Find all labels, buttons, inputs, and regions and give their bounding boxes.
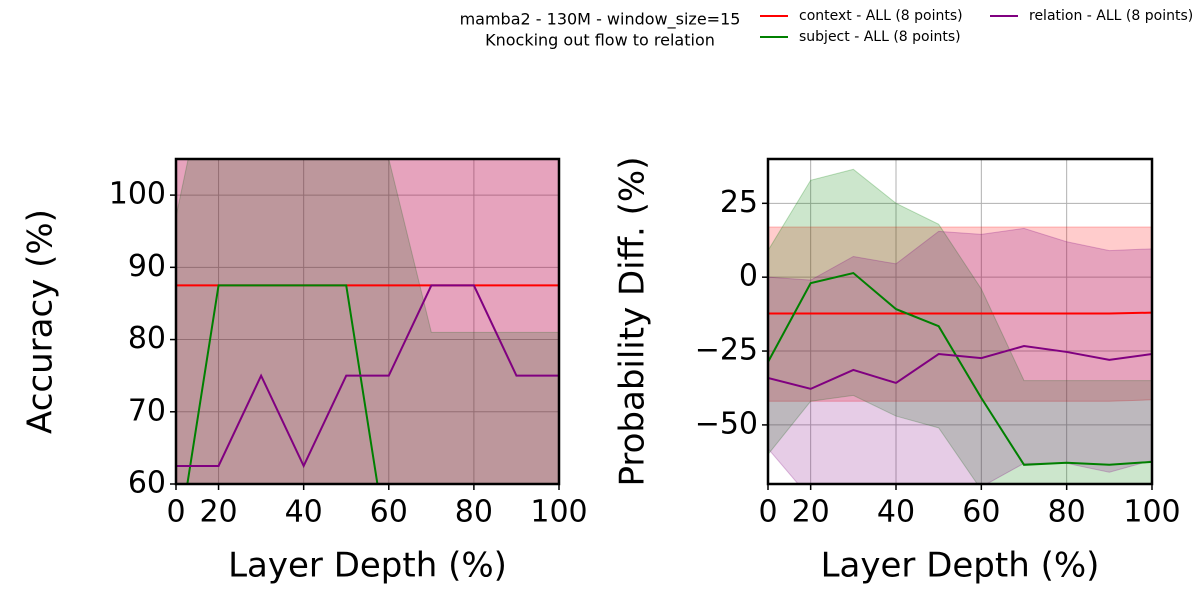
confidence-band: [176, 159, 559, 484]
data-line: [176, 284, 559, 469]
y-tick-label: −50: [695, 406, 758, 441]
confidence-band: [768, 168, 1152, 484]
x-axis-label: Layer Depth (%): [228, 546, 507, 586]
y-tick-label: 25: [720, 185, 758, 220]
plot-area: [768, 159, 1152, 484]
x-tick-label: 100: [530, 495, 587, 530]
y-axis-label: Accuracy (%): [21, 209, 61, 434]
y-axis-label: Probability Diff. (%): [613, 156, 653, 486]
x-tick-label: 80: [455, 495, 493, 530]
x-tick-label: 40: [877, 495, 915, 530]
y-tick-label: 70: [128, 393, 166, 428]
chart-title: mamba2 - 130M - window_size=15: [460, 10, 741, 30]
y-tick-label: 0: [739, 259, 758, 294]
legend-label: subject - ALL (8 points): [799, 29, 961, 45]
data-line: [768, 271, 1152, 466]
legend-label: relation - ALL (8 points): [1029, 8, 1193, 24]
x-tick-label: 20: [199, 495, 237, 530]
axes-frame: [174, 157, 561, 486]
y-tick-label: 80: [128, 321, 166, 356]
plot-area: [176, 159, 559, 484]
x-tick-label: 60: [370, 495, 408, 530]
chart-subtitle: Knocking out flow to relation: [485, 31, 715, 50]
data-line: [768, 311, 1152, 315]
data-line: [186, 284, 379, 484]
axes-frame: [766, 157, 1154, 486]
y-tick-label: −25: [695, 333, 758, 368]
x-axis-label: Layer Depth (%): [821, 546, 1100, 586]
data-line: [768, 345, 1152, 390]
y-tick-label: 100: [109, 177, 166, 212]
x-tick-label: 40: [285, 495, 323, 530]
y-tick-label: 60: [128, 466, 166, 501]
x-tick-label: 100: [1123, 495, 1180, 530]
x-tick-label: 20: [792, 495, 830, 530]
x-tick-label: 0: [166, 495, 185, 530]
x-tick-label: 60: [962, 495, 1000, 530]
x-tick-label: 0: [758, 495, 777, 530]
confidence-band: [176, 159, 559, 484]
y-tick-label: 90: [128, 249, 166, 284]
confidence-band: [176, 159, 559, 484]
x-tick-label: 80: [1048, 495, 1086, 530]
legend-label: context - ALL (8 points): [799, 8, 963, 24]
